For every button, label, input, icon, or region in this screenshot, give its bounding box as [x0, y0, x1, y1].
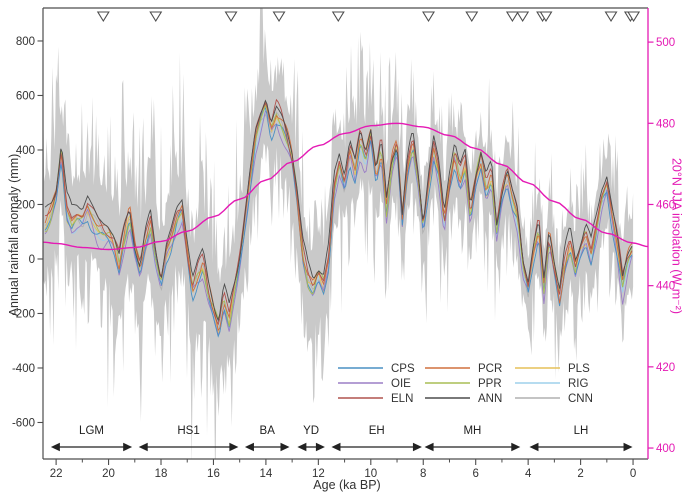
period-annotations: LGM HS1 BA YD EH MH LH — [50, 425, 633, 452]
uncertainty-band — [43, 8, 634, 459]
y-right-tick-label: 460 — [656, 199, 675, 211]
legend-item-eln: ELN — [338, 393, 413, 405]
event-marker-icon — [465, 11, 479, 23]
legend-item-oie: OIE — [338, 378, 411, 390]
legend: CPS OIE ELN PCR PPR ANN PLS RIG CNN — [338, 363, 593, 405]
x-tick-label: 2 — [577, 468, 583, 480]
y-left-tick-label: 800 — [16, 36, 35, 48]
period-ba: BA — [244, 425, 290, 452]
arrowhead-right-icon — [623, 442, 633, 452]
arrowhead-right-icon — [229, 442, 239, 452]
arrowhead-left-icon — [424, 442, 434, 452]
insolation-line — [43, 122, 648, 251]
arrowhead-left-icon — [529, 442, 539, 452]
legend-item-ppr: PPR — [425, 378, 502, 390]
event-marker-icon — [505, 11, 519, 23]
arrowhead-left-icon — [50, 442, 60, 452]
period-mh: MH — [424, 425, 521, 452]
legend-label: PLS — [568, 363, 590, 375]
y-left-tick-label: -600 — [12, 417, 35, 429]
legend-item-pls: PLS — [515, 363, 590, 375]
event-marker-icon — [604, 11, 618, 23]
period-label: LGM — [79, 425, 104, 437]
event-marker-icon — [96, 11, 110, 23]
period-hs1: HS1 — [138, 425, 239, 452]
event-marker-icon — [516, 11, 530, 23]
plot-area — [43, 8, 648, 459]
legend-item-rig: RIG — [515, 378, 589, 390]
x-tick-label: 4 — [525, 468, 532, 480]
event-marker-icon — [539, 11, 553, 23]
x-tick-label: 20 — [102, 468, 115, 480]
plot-frame — [42, 7, 649, 460]
legend-item-cnn: CNN — [515, 393, 593, 405]
x-tick-label: 8 — [420, 468, 426, 480]
legend-item-ann: ANN — [425, 393, 502, 405]
period-yd: YD — [297, 425, 325, 452]
period-label: HS1 — [177, 425, 199, 437]
x-tick-label: 18 — [155, 468, 168, 480]
y-axis-title-left: Annual rainfall anomaly (mm) — [7, 153, 21, 317]
arrowhead-right-icon — [315, 442, 325, 452]
y-right-tick-label: 440 — [656, 281, 675, 293]
x-tick-label: 0 — [630, 468, 636, 480]
legend-label: CNN — [568, 393, 593, 405]
arrowhead-right-icon — [511, 442, 521, 452]
period-label: LH — [574, 425, 589, 437]
x-axis: 22 20 18 16 14 12 10 8 6 4 2 0 — [50, 459, 636, 480]
arrowhead-right-icon — [412, 442, 422, 452]
y-left-tick-label: 600 — [16, 90, 35, 102]
x-tick-label: 6 — [473, 468, 479, 480]
y-right-tick-label: 420 — [656, 362, 675, 374]
period-label: EH — [369, 425, 385, 437]
event-marker-icon — [627, 11, 641, 23]
x-tick-label: 14 — [260, 468, 273, 480]
period-label: BA — [260, 425, 276, 437]
y-left-tick-label: 0 — [29, 254, 35, 266]
legend-item-pcr: PCR — [425, 363, 502, 375]
event-marker-icon — [422, 11, 435, 23]
y-left-tick-label: -400 — [12, 363, 35, 375]
y-left-tick-label: -200 — [12, 308, 35, 320]
x-tick-label: 22 — [50, 468, 63, 480]
event-marker-icon — [331, 11, 345, 23]
y-left-tick-label: 400 — [16, 145, 35, 157]
arrowhead-left-icon — [297, 442, 307, 452]
legend-label: CPS — [391, 363, 415, 375]
y-right-tick-label: 500 — [656, 37, 675, 49]
x-tick-label: 10 — [364, 468, 377, 480]
y-axis-right: 400 420 440 460 480 500 — [648, 37, 675, 455]
period-lh: LH — [529, 425, 633, 452]
period-lgm: LGM — [50, 425, 133, 452]
x-tick-label: 12 — [312, 468, 325, 480]
x-axis-title: Age (ka BP) — [313, 478, 381, 492]
x-tick-label: 16 — [207, 468, 220, 480]
y-right-tick-label: 400 — [656, 443, 675, 455]
event-marker-icon — [272, 11, 286, 23]
y-axis-left: -600 -400 -200 0 200 400 600 800 — [12, 36, 43, 429]
legend-label: PCR — [478, 363, 502, 375]
y-right-tick-label: 480 — [656, 118, 675, 130]
legend-label: ANN — [478, 393, 502, 405]
event-markers — [96, 11, 641, 23]
event-marker-icon — [224, 11, 238, 23]
legend-label: OIE — [391, 378, 411, 390]
event-marker-icon — [149, 11, 163, 23]
arrowhead-left-icon — [244, 442, 254, 452]
legend-label: RIG — [568, 378, 589, 390]
arrowhead-right-icon — [280, 442, 290, 452]
y-axis-title-right: 20°N JJA insolation (W m⁻²) — [669, 157, 684, 315]
period-label: YD — [303, 425, 319, 437]
legend-label: ELN — [391, 393, 413, 405]
arrowhead-left-icon — [331, 442, 341, 452]
legend-item-cps: CPS — [338, 363, 415, 375]
period-label: MH — [463, 425, 481, 437]
arrowhead-right-icon — [123, 442, 133, 452]
y-left-tick-label: 200 — [16, 199, 35, 211]
legend-label: PPR — [478, 378, 502, 390]
arrowhead-left-icon — [138, 442, 148, 452]
period-eh: EH — [331, 425, 422, 452]
